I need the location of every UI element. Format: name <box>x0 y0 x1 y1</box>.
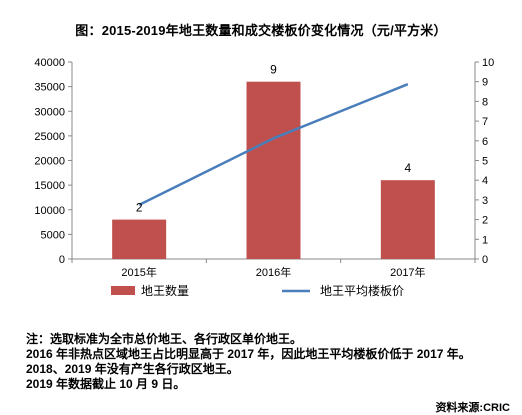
bar <box>380 180 435 259</box>
y-right-tick-label: 1 <box>482 234 488 246</box>
y-left-tick-label: 10000 <box>34 205 65 217</box>
footnotes: 注：选取标准为全市总价地王、各行政区单价地王。 2016 年非热点区域地王占比明… <box>26 332 471 392</box>
bar <box>246 81 301 259</box>
y-right-tick-label: 10 <box>482 57 494 69</box>
legend-label: 地王平均楼板价 <box>320 283 404 298</box>
note-line: 2019 年数据截止 10 月 9 日。 <box>26 377 186 391</box>
y-left-tick-label: 15000 <box>34 180 65 192</box>
legend-label: 地王数量 <box>141 283 189 298</box>
x-tick-labels: 2015年 2016年 2017年 <box>121 265 425 279</box>
note-line: 注：选取标准为全市总价地王、各行政区单价地王。 <box>26 332 303 346</box>
y-right-tick-label: 7 <box>482 116 488 128</box>
data-labels: 2 9 4 <box>136 63 412 215</box>
y-right-tick-label: 4 <box>482 175 488 187</box>
legend-swatch-bar <box>111 286 135 295</box>
bar-data-label: 9 <box>270 63 277 77</box>
bar-data-label: 2 <box>136 201 143 215</box>
y-right-tick-label: 2 <box>482 215 488 227</box>
y-left-tick-label: 5000 <box>41 229 65 241</box>
line-series <box>138 83 409 206</box>
bar-series <box>112 81 435 259</box>
y-left-tick-label: 40000 <box>34 57 65 69</box>
chart-title: 图：2015-2019年地王数量和成交楼板价变化情况（元/平方米） <box>75 23 447 38</box>
note-line: 2018、2019 年没有产生各行政区地王。 <box>26 362 239 376</box>
y-right-tick-label: 5 <box>482 156 488 168</box>
y-left-tick-label: 35000 <box>34 82 65 94</box>
x-tick-label: 2015年 <box>121 265 156 279</box>
y-left-tick-label: 20000 <box>34 156 65 168</box>
y-right-tick-label: 8 <box>482 96 488 108</box>
y-right-tick-label: 6 <box>482 136 488 148</box>
bar <box>112 219 167 259</box>
y-left-tick-label: 25000 <box>34 131 65 143</box>
series-line <box>138 83 409 206</box>
y-right-tick-label: 9 <box>482 77 488 89</box>
x-tick-label: 2017年 <box>390 265 425 279</box>
y-left-tick-label: 30000 <box>34 106 65 118</box>
y-left-tick-label: 0 <box>59 254 65 266</box>
legend: 地王数量 地王平均楼板价 <box>111 283 404 298</box>
x-tick-label: 2016年 <box>256 265 291 279</box>
y-right-tick-label: 3 <box>482 195 488 207</box>
source-label: 资料来源:CRIC <box>435 402 510 414</box>
y-right-tick-label: 0 <box>482 254 488 266</box>
note-line: 2016 年非热点区域地王占比明显高于 2017 年，因此地王平均楼板价低于 2… <box>26 347 471 361</box>
bar-data-label: 4 <box>404 161 411 175</box>
